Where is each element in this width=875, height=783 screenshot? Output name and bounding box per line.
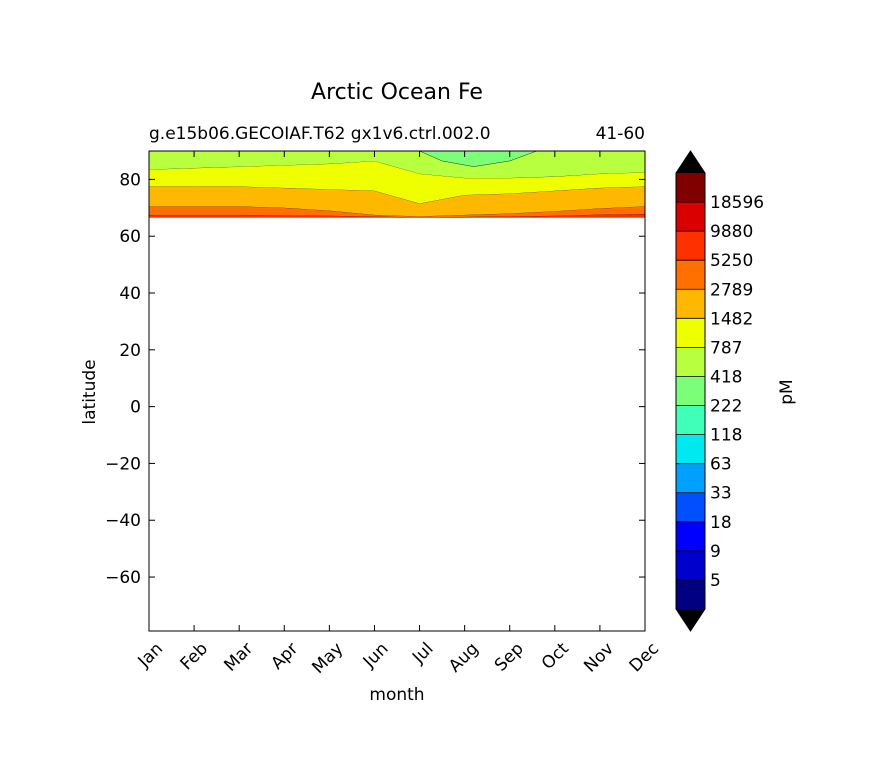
x-tick-label: May [308,639,347,678]
y-tick-label: 80 [119,170,141,190]
colorbar-swatch [676,492,705,522]
x-axis-label: month [369,685,424,705]
colorbar-swatch [676,434,705,464]
x-tick-label: Sep [491,639,528,676]
x-tick-label: Jun [359,639,393,673]
colorbar-tick-label: 63 [710,455,732,475]
y-tick-label: −20 [105,454,141,474]
x-tick-label: Mar [220,639,257,676]
x-tick-label: Dec [626,639,663,676]
y-tick-label: 0 [130,398,141,418]
y-tick-label: 20 [119,341,141,361]
colorbar-tick-label: 18 [710,513,732,533]
colorbar-swatch [676,550,705,580]
colorbar-swatch [676,289,705,319]
contour-band-1482-2789 [149,186,645,217]
y-tick-label: 40 [119,284,141,304]
plot-frame [148,150,646,632]
colorbar-swatch [676,405,705,435]
colorbar-tick-label: 33 [710,484,732,504]
x-tick-label: Oct [538,639,573,674]
colorbar-swatch [676,376,705,406]
colorbar-swatch [676,347,705,377]
colorbar-swatch [676,521,705,551]
y-axis-label: latitude [80,359,100,424]
x-tick-label: Feb [177,639,212,674]
colorbar-extend-min [676,609,705,631]
colorbar-swatch [676,202,705,232]
y-tick-label: 60 [119,227,141,247]
contour-band-2789-5250 [149,206,645,218]
colorbar-tick-label: 787 [710,338,742,358]
colorbar-tick-label: 5 [710,571,721,591]
colorbar-tick-label: 222 [710,397,742,417]
chart-subtitle-right: 41-60 [596,124,645,144]
x-tick-label: Nov [580,639,618,677]
colorbar-swatch [676,579,705,609]
colorbar: 5 9 18 33 63 118 222 418 787 1482 2789 5250 9880 1859… [675,150,764,632]
colorbar-tick-label: 5250 [710,251,753,271]
colorbar-tick-label: 18596 [710,193,764,213]
chart-title: Arctic Ocean Fe [311,80,483,105]
x-tick-label: Jul [408,639,437,668]
plot-area [148,150,646,632]
colorbar-tick-label: 9 [710,542,721,562]
colorbar-extend-max [676,151,705,173]
colorbar-swatch [676,260,705,290]
contour-band-5250-9880 [149,214,645,218]
plot-background [149,151,645,631]
colorbar-tick-label: 418 [710,367,742,387]
contour-band-418-787 [149,151,645,178]
y-tick-label: −40 [105,511,141,531]
colorbar-tick-label: 1482 [710,309,753,329]
chart-subtitle-left: g.e15b06.GECOIAF.T62 gx1v6.ctrl.002.0 [149,124,491,144]
x-tick-label: Aug [445,639,483,677]
y-tick-label: −60 [105,568,141,588]
colorbar-outline [675,150,706,632]
colorbar-swatch [676,463,705,493]
colorbar-tick-label: 2789 [710,280,753,300]
contour-band-787-1482 [149,160,645,204]
colorbar-swatch [676,318,705,348]
colorbar-tick-label: 118 [710,426,742,446]
colorbar-label: pM [777,379,797,404]
y-axis: 80 60 40 20 0 −20 −40 −60 [105,170,645,588]
colorbar-tick-label: 9880 [710,222,753,242]
colorbar-swatch [676,173,705,203]
colorbar-swatch [676,231,705,261]
x-tick-label: Jan [134,639,167,672]
x-tick-label: Apr [267,639,302,674]
